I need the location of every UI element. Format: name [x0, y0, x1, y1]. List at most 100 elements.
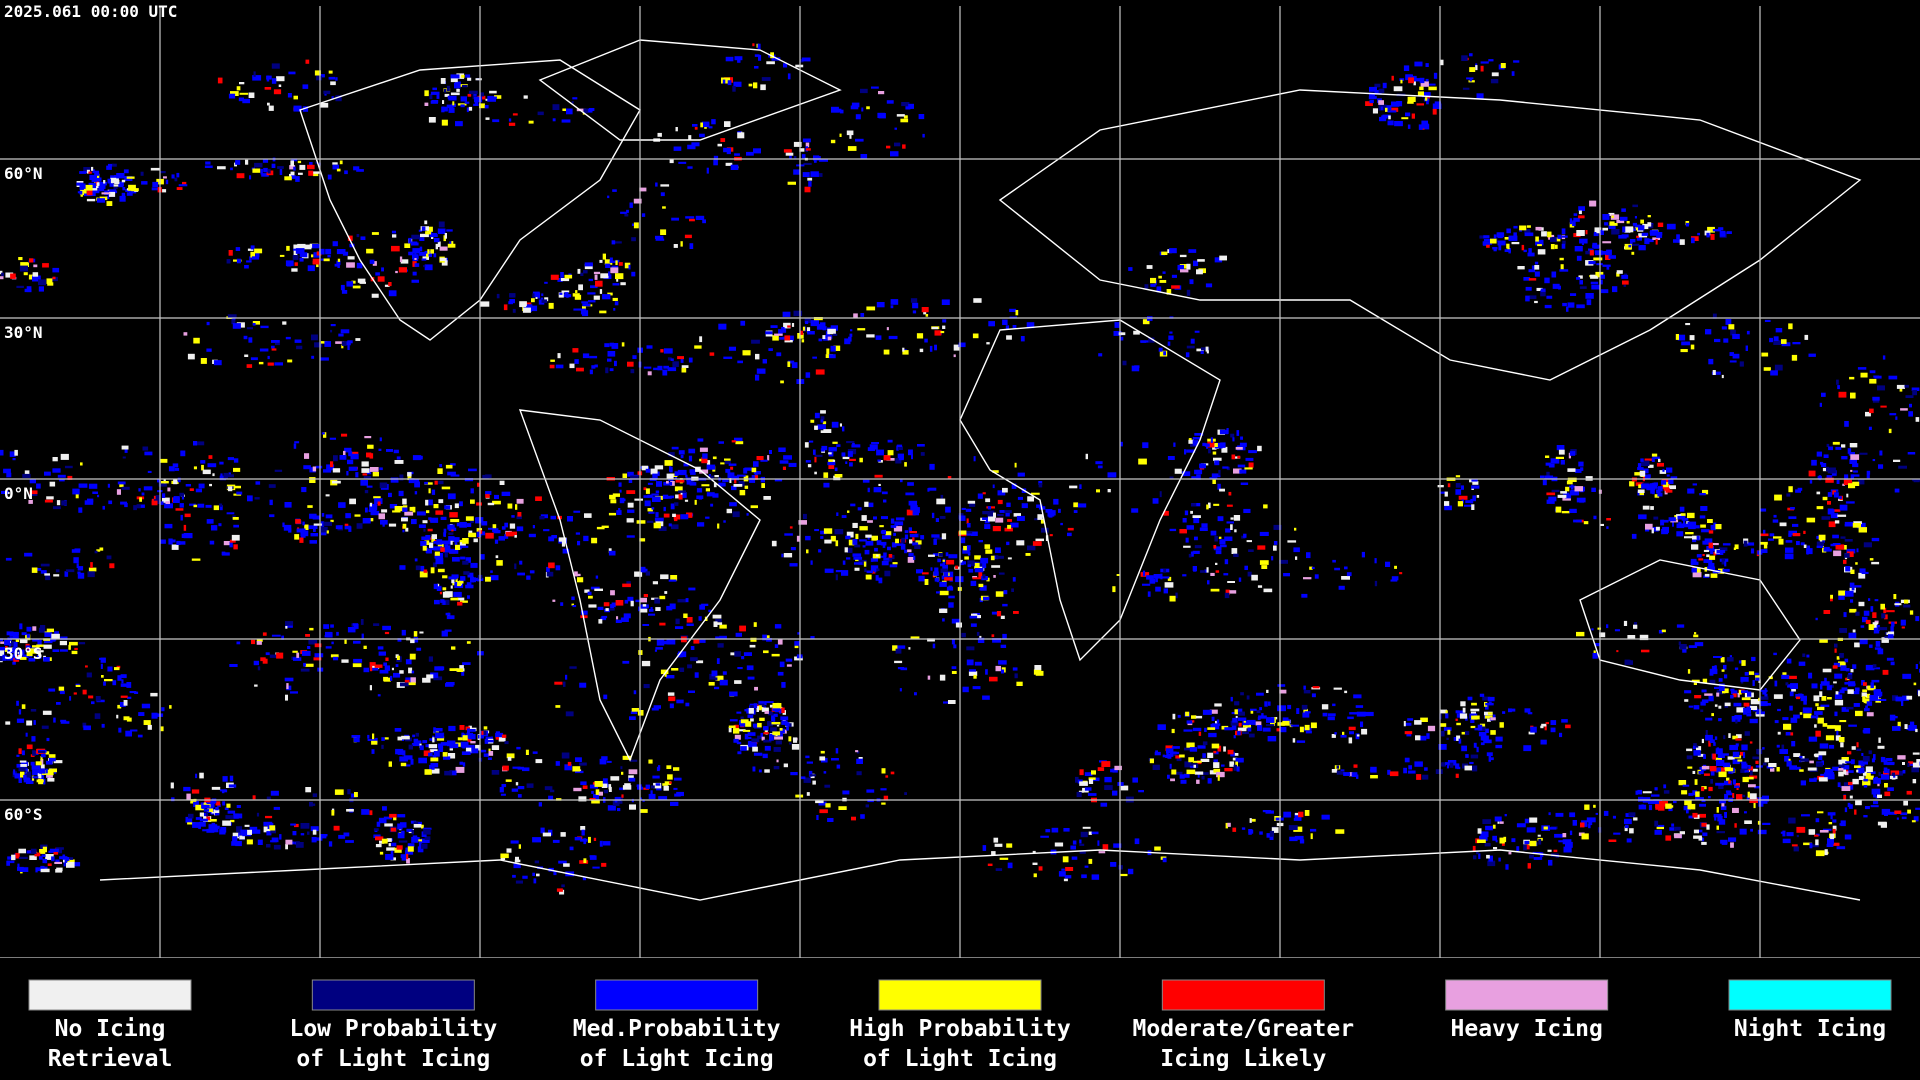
icing-pixel [532, 872, 535, 876]
icing-pixel [656, 481, 662, 487]
icing-pixel [116, 665, 121, 669]
icing-pixel [399, 670, 404, 674]
icing-pixel [287, 359, 293, 363]
icing-pixel [1684, 536, 1693, 539]
icing-pixel [883, 349, 890, 355]
icing-pixel [1911, 766, 1919, 773]
icing-pixel [39, 856, 43, 860]
icing-pixel [1819, 743, 1829, 749]
icing-pixel [390, 675, 393, 681]
icing-pixel [37, 639, 42, 646]
icing-pixel [759, 717, 765, 721]
icing-pixel [872, 556, 878, 562]
icing-pixel [1035, 538, 1044, 542]
icing-pixel [1902, 695, 1909, 701]
icing-pixel [1034, 518, 1039, 521]
icing-pixel [1873, 778, 1881, 784]
icing-pixel [1476, 495, 1480, 498]
icing-pixel [509, 523, 516, 529]
icing-pixel [7, 648, 13, 654]
icing-pixel [1374, 580, 1378, 587]
icing-pixel [1881, 808, 1891, 815]
icing-pixel [933, 538, 937, 545]
icing-pixel [1189, 279, 1194, 285]
icing-pixel [1216, 771, 1225, 778]
icing-pixel [366, 485, 373, 488]
icing-pixel [1689, 335, 1695, 341]
icing-pixel [622, 583, 631, 588]
icing-pixel [1150, 283, 1156, 287]
icing-pixel [794, 641, 801, 646]
icing-pixel [63, 862, 66, 867]
icing-pixel [265, 652, 270, 656]
icing-pixel [1248, 733, 1255, 738]
icing-pixel [1586, 299, 1592, 306]
icing-pixel [803, 777, 811, 783]
icing-pixel [1536, 287, 1543, 291]
icing-pixel [941, 299, 950, 305]
icing-pixel [1890, 661, 1895, 666]
icing-pixel [698, 616, 702, 621]
icing-pixel [199, 818, 208, 822]
icing-pixel [1901, 700, 1904, 706]
icing-pixel [430, 517, 439, 523]
icing-pixel [1182, 574, 1187, 577]
icing-pixel [443, 533, 446, 537]
icing-pixel [1744, 820, 1752, 824]
icing-pixel [1830, 513, 1839, 519]
icing-pixel [731, 440, 736, 443]
icing-pixel [1822, 496, 1828, 501]
icing-pixel [1190, 720, 1195, 723]
icing-pixel [1723, 664, 1727, 670]
icing-pixel [271, 340, 280, 343]
icing-pixel [1207, 778, 1212, 784]
icing-pixel [786, 726, 789, 731]
icing-pixel [615, 619, 622, 623]
icing-pixel [1053, 498, 1059, 505]
icing-pixel [433, 504, 439, 509]
icing-pixel [1555, 456, 1564, 459]
icing-pixel [591, 790, 594, 794]
icing-pixel [1015, 310, 1019, 316]
icing-pixel [623, 613, 631, 619]
icing-pixel [83, 184, 93, 191]
icing-pixel [614, 360, 617, 367]
icing-pixel [1421, 120, 1428, 126]
icing-pixel [442, 575, 448, 579]
icing-pixel [1872, 396, 1880, 401]
icing-pixel [443, 88, 451, 92]
icing-pixel [556, 888, 563, 892]
icing-pixel [1224, 559, 1229, 565]
icing-pixel [123, 716, 130, 721]
icing-pixel [669, 781, 672, 784]
icing-pixel [824, 784, 831, 788]
icing-pixel [1593, 233, 1599, 237]
icing-pixel [1419, 735, 1427, 741]
icing-pixel [1476, 850, 1479, 855]
icing-pixel [99, 547, 104, 551]
icing-pixel [651, 507, 655, 510]
icing-pixel [1250, 708, 1257, 711]
icing-pixel [1273, 541, 1278, 545]
icing-pixel [900, 543, 906, 550]
icing-pixel [1553, 849, 1558, 853]
icing-pixel [847, 510, 850, 513]
icing-pixel [32, 638, 40, 642]
icing-pixel [1158, 275, 1162, 279]
icing-pixel [708, 126, 713, 129]
icing-pixel [1654, 494, 1660, 498]
icing-pixel [1789, 765, 1797, 770]
icing-pixel [1344, 690, 1348, 694]
icing-pixel [250, 251, 255, 258]
icing-pixel [168, 538, 173, 545]
icing-pixel [515, 856, 519, 863]
icing-pixel [83, 167, 91, 172]
icing-pixel [1462, 707, 1466, 713]
icing-pixel [787, 361, 791, 367]
icing-pixel [1169, 528, 1177, 532]
icing-pixel [229, 775, 234, 782]
icing-pixel [1478, 731, 1487, 737]
icing-pixel [518, 844, 521, 849]
icing-pixel [363, 667, 370, 673]
icing-pixel [685, 702, 690, 707]
